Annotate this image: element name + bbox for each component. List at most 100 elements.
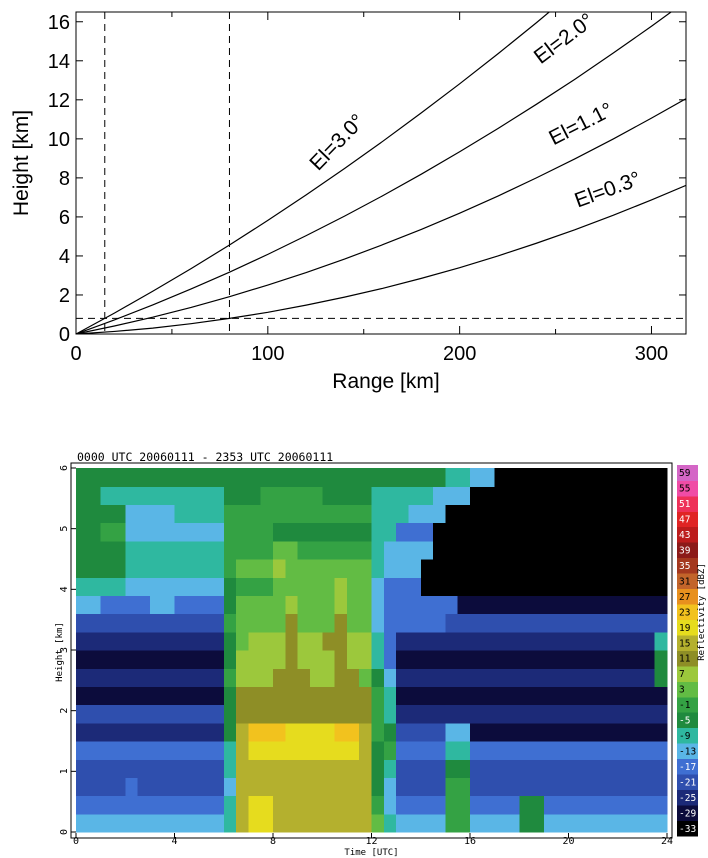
heatmap-cell xyxy=(359,577,373,596)
heatmap-cell xyxy=(605,759,619,778)
heatmap-cell xyxy=(199,722,213,742)
heatmap-cell xyxy=(506,650,520,669)
heatmap-cell xyxy=(88,486,102,505)
heatmap-cell xyxy=(186,650,200,669)
heatmap-cell xyxy=(531,613,545,633)
heatmap-cell xyxy=(605,813,619,833)
heatmap-cell xyxy=(494,795,508,815)
heatmap-cell xyxy=(482,595,496,615)
heatmap-cell xyxy=(470,777,483,797)
heatmap-cell xyxy=(248,504,262,524)
heatmap-cell xyxy=(482,559,496,578)
heatmap-cell xyxy=(273,595,286,615)
heatmap-cell xyxy=(605,777,619,797)
colorbar-tick-label: -21 xyxy=(679,777,696,788)
heatmap-cell xyxy=(211,741,225,760)
heatmap-cell xyxy=(137,559,151,578)
heatmap-cell xyxy=(642,722,656,742)
heatmap-cell xyxy=(174,631,188,651)
heatmap-cell xyxy=(494,486,508,505)
heatmap-cell xyxy=(580,486,594,505)
heatmap-cell xyxy=(568,468,582,487)
heatmap-cell xyxy=(137,595,151,615)
heatmap-cell xyxy=(236,540,249,560)
heatmap-cell xyxy=(346,595,360,615)
colorbar-cell xyxy=(677,696,698,713)
heatmap-cell xyxy=(137,759,151,778)
heatmap-cell xyxy=(137,795,151,815)
heatmap-cell xyxy=(457,795,471,815)
heatmap-cell xyxy=(506,631,520,651)
heatmap-cell xyxy=(322,650,336,669)
heatmap-cell xyxy=(543,813,557,833)
heatmap-cell xyxy=(211,777,225,797)
heatmap-cell xyxy=(285,559,299,578)
heatmap-cell xyxy=(433,468,446,487)
heatmap-cell xyxy=(630,468,643,487)
heatmap-cell xyxy=(334,668,348,687)
heatmap-cell xyxy=(457,704,471,724)
heatmap-cell xyxy=(445,668,459,687)
heatmap-cell xyxy=(112,504,126,524)
heatmap-cell xyxy=(125,468,139,487)
heatmap-cell xyxy=(433,741,446,760)
heatmap-cell xyxy=(334,650,348,669)
heatmap-cell xyxy=(519,686,533,706)
colorbar-tick-label: 59 xyxy=(679,468,691,479)
heatmap-cell xyxy=(88,522,102,542)
y-tick-label: 6 xyxy=(59,207,70,229)
heatmap-cell xyxy=(494,650,508,669)
heatmap-cell xyxy=(334,813,348,833)
heatmap-cell xyxy=(359,504,373,524)
heatmap-cell xyxy=(199,631,213,651)
heatmap-cell xyxy=(149,631,163,651)
colorbar-tick-label: 55 xyxy=(679,484,690,495)
heatmap-cell xyxy=(211,759,225,778)
heatmap-cell xyxy=(630,795,643,815)
heatmap-cell xyxy=(519,722,533,742)
heatmap-cell xyxy=(531,577,545,596)
heatmap-cell xyxy=(125,686,139,706)
heatmap-cell xyxy=(445,741,459,760)
heatmap-cell xyxy=(88,631,102,651)
heatmap-cell xyxy=(211,559,225,578)
heatmap-cell xyxy=(531,540,545,560)
heatmap-cell xyxy=(457,777,471,797)
heatmap-cell xyxy=(346,813,360,833)
heatmap-cell xyxy=(371,795,385,815)
heatmap-cell xyxy=(285,504,299,524)
colorbar-cell xyxy=(677,805,698,821)
colorbar-cell xyxy=(677,727,698,744)
heatmap-cell xyxy=(654,595,668,615)
heatmap-cell xyxy=(506,540,520,560)
heatmap-cell xyxy=(519,486,533,505)
heatmap-cell xyxy=(334,795,348,815)
heatmap-cell xyxy=(617,522,631,542)
heatmap-cell xyxy=(506,559,520,578)
heatmap-cell xyxy=(593,686,607,706)
heatmap-cell xyxy=(482,468,496,487)
heatmap-cell xyxy=(260,759,274,778)
heatmap-cell xyxy=(383,559,397,578)
heatmap-cell xyxy=(334,486,348,505)
heatmap-cell xyxy=(617,741,631,760)
heatmap-cell xyxy=(223,795,237,815)
heatmap-cell xyxy=(285,595,299,615)
heatmap-cell xyxy=(285,777,299,797)
heatmap-cell xyxy=(494,613,508,633)
heatmap-cell xyxy=(408,759,422,778)
heatmap-cell xyxy=(260,559,274,578)
heatmap-cell xyxy=(396,559,410,578)
heatmap-cell xyxy=(396,795,410,815)
heatmap-cell xyxy=(617,504,631,524)
heatmap-cell xyxy=(125,668,139,687)
heatmap-cell xyxy=(543,631,557,651)
heatmap-cell xyxy=(199,540,213,560)
colorbar-label: Reflectivity [dBZ] xyxy=(697,563,707,661)
heatmap-cell xyxy=(100,704,114,724)
heatmap-cell xyxy=(359,722,373,742)
heatmap-cell xyxy=(100,540,114,560)
heatmap-cell xyxy=(322,813,336,833)
heatmap-cell xyxy=(556,559,570,578)
heatmap-cell xyxy=(137,631,151,651)
